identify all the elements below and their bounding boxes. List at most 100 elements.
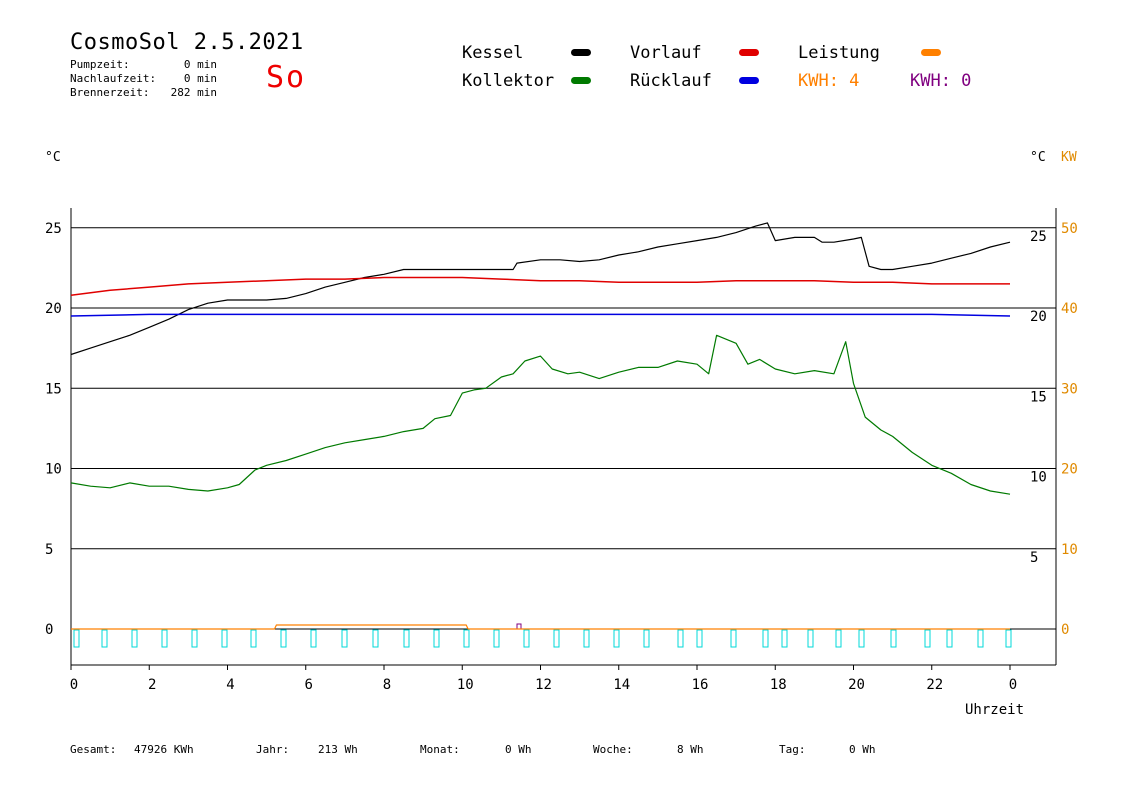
legend-kwh-orange: KWH: 4	[798, 71, 860, 91]
footer-tag-label: Tag:	[779, 743, 806, 756]
pump-marker	[221, 629, 228, 648]
legend-kwh-purple: KWH: 0	[910, 71, 972, 91]
pump-marker	[372, 629, 379, 648]
legend-kollektor-label: Kollektor	[462, 71, 555, 91]
y-tick-label-left: 25	[45, 221, 62, 237]
x-axis-label: Uhrzeit	[965, 702, 1025, 718]
x-tick-label: 14	[613, 677, 630, 693]
series-ruecklauf-line	[70, 313, 1011, 317]
pump-marker	[101, 629, 108, 648]
pump-marker	[403, 629, 410, 648]
pump-marker	[583, 629, 590, 648]
stat-nachlaufzeit-label: Nachlaufzeit:	[70, 72, 157, 85]
footer-gesamt-label: Gesamt:	[70, 743, 117, 756]
y-tick-label-right-kw: 0	[1061, 622, 1069, 638]
pump-marker	[643, 629, 650, 648]
footer-monat-value: 0 Wh	[505, 743, 532, 756]
pump-marker	[250, 629, 257, 648]
y-tick-label-right-c: 5	[1030, 550, 1038, 566]
pump-marker	[807, 629, 814, 648]
series-leistung-line	[71, 624, 1010, 630]
x-tick-label: 10	[457, 677, 474, 693]
legend-leistung-label: Leistung	[798, 43, 880, 63]
x-tick-label: 18	[770, 677, 787, 693]
y-tick-label-left: 5	[45, 542, 53, 558]
kwh2-marker	[516, 623, 522, 630]
legend-kessel-label: Kessel	[462, 43, 524, 63]
legend-vorlauf-swatch	[739, 49, 759, 56]
pump-marker	[131, 629, 138, 648]
legend-ruecklauf-label: Rücklauf	[630, 71, 712, 91]
stat-nachlaufzeit-value: 0 min	[183, 72, 217, 85]
footer-woche-value: 8 Wh	[677, 743, 704, 756]
x-tick-label: 2	[148, 677, 156, 693]
pump-marker	[977, 629, 984, 648]
legend-kessel-swatch	[571, 49, 591, 56]
pump-marker	[696, 629, 703, 648]
pump-marker	[781, 629, 788, 648]
pump-marker	[433, 629, 440, 648]
pump-marker	[161, 629, 168, 648]
pump-marker	[523, 629, 530, 648]
x-tick-label: 0	[1009, 677, 1017, 693]
x-tick-label: 22	[926, 677, 943, 693]
series-kollektor-line	[70, 334, 1011, 495]
legend-ruecklauf-swatch	[739, 77, 759, 84]
footer-monat-label: Monat:	[420, 743, 460, 756]
x-tick-label: 16	[692, 677, 709, 693]
pump-marker	[191, 629, 198, 648]
y-tick-label-right-c: 15	[1030, 389, 1047, 405]
footer-tag-value: 0 Wh	[849, 743, 876, 756]
right-axis-unit-c: °C	[1030, 150, 1046, 165]
footer-jahr-label: Jahr:	[256, 743, 290, 756]
y-tick-label-right-kw: 40	[1061, 301, 1078, 317]
x-tick-label: 20	[848, 677, 865, 693]
pump-marker	[946, 629, 953, 648]
pump-marker	[73, 629, 80, 648]
legend-leistung-swatch	[921, 49, 941, 56]
stat-brennerzeit-value: 282 min	[170, 86, 217, 99]
series-vorlauf-line	[70, 276, 1010, 296]
pump-marker	[762, 629, 769, 648]
pump-marker	[835, 629, 842, 648]
y-tick-label-left: 0	[45, 622, 53, 638]
weekday-label: So	[266, 60, 307, 95]
y-tick-label-right-kw: 30	[1061, 381, 1078, 397]
pump-marker	[858, 629, 865, 648]
legend-kollektor-swatch	[571, 77, 591, 84]
y-tick-label-right-c: 25	[1030, 229, 1047, 245]
x-tick-label: 0	[70, 677, 78, 693]
pump-marker	[890, 629, 897, 648]
y-tick-label-left: 10	[45, 462, 62, 478]
y-tick-label-right-c: 10	[1030, 470, 1047, 486]
pump-marker	[730, 629, 737, 648]
stat-brennerzeit-label: Brennerzeit:	[70, 86, 150, 99]
stat-pumpzeit-label: Pumpzeit:	[70, 58, 130, 71]
pump-marker	[310, 629, 317, 648]
y-tick-label-right-kw: 10	[1061, 542, 1078, 558]
pump-marker	[280, 629, 287, 648]
y-tick-label-left: 20	[45, 301, 62, 317]
x-tick-label: 6	[305, 677, 313, 693]
pump-marker	[463, 629, 470, 648]
pump-marker	[924, 629, 931, 648]
series-kessel-line	[70, 222, 1011, 356]
y-tick-label-right-kw: 50	[1061, 221, 1078, 237]
x-tick-label: 8	[383, 677, 391, 693]
y-tick-label-left: 15	[45, 381, 62, 397]
legend-vorlauf-label: Vorlauf	[630, 43, 702, 63]
footer-gesamt-value: 47926 KWh	[134, 743, 194, 756]
footer-woche-label: Woche:	[593, 743, 633, 756]
x-tick-label: 4	[226, 677, 234, 693]
x-tick-label: 12	[535, 677, 552, 693]
right-axis-unit-kw: KW	[1061, 150, 1077, 165]
stat-pumpzeit-value: 0 min	[183, 58, 217, 71]
left-axis-unit: °C	[45, 150, 61, 165]
pump-marker	[1005, 629, 1012, 648]
y-tick-label-right-kw: 20	[1061, 462, 1078, 478]
pump-marker	[613, 629, 620, 648]
pump-marker	[677, 629, 684, 648]
pump-marker	[493, 629, 500, 648]
footer-jahr-value: 213 Wh	[318, 743, 358, 756]
